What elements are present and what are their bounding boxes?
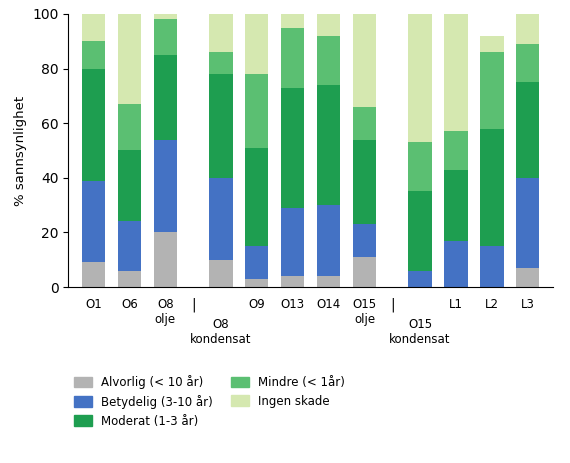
Y-axis label: % sannsynlighet: % sannsynlighet bbox=[14, 95, 27, 206]
Bar bbox=[154, 232, 177, 287]
Bar bbox=[445, 131, 467, 169]
Bar bbox=[353, 139, 376, 224]
Bar bbox=[154, 139, 177, 232]
Bar bbox=[209, 178, 233, 260]
Bar bbox=[154, 0, 177, 19]
Bar bbox=[445, 241, 467, 287]
Text: L1: L1 bbox=[449, 298, 463, 311]
Text: O15
olje: O15 olje bbox=[352, 298, 377, 326]
Text: O13: O13 bbox=[280, 298, 305, 311]
Bar bbox=[154, 55, 177, 139]
Bar bbox=[118, 221, 141, 271]
Text: O8
kondensat: O8 kondensat bbox=[190, 319, 252, 346]
Text: L3: L3 bbox=[521, 298, 535, 311]
Bar bbox=[317, 36, 340, 85]
Bar bbox=[409, 14, 432, 142]
Bar bbox=[516, 178, 539, 268]
Bar bbox=[445, 169, 467, 241]
Bar bbox=[317, 85, 340, 205]
Bar bbox=[409, 142, 432, 192]
Bar bbox=[480, 246, 503, 287]
Text: |: | bbox=[390, 298, 394, 313]
Bar bbox=[353, 14, 376, 107]
Bar bbox=[209, 74, 233, 178]
Bar bbox=[480, 52, 503, 129]
Text: O9: O9 bbox=[249, 298, 265, 311]
Bar bbox=[516, 268, 539, 287]
Bar bbox=[245, 279, 268, 287]
Bar bbox=[409, 271, 432, 287]
Bar bbox=[209, 52, 233, 74]
Bar bbox=[245, 246, 268, 279]
Bar bbox=[353, 107, 376, 139]
Bar bbox=[445, 14, 467, 131]
Text: |: | bbox=[191, 298, 196, 313]
Bar bbox=[317, 14, 340, 36]
Bar bbox=[281, 208, 304, 276]
Bar bbox=[516, 14, 539, 44]
Bar bbox=[480, 36, 503, 52]
Bar bbox=[118, 104, 141, 150]
Text: O14: O14 bbox=[316, 298, 341, 311]
Bar bbox=[209, 260, 233, 287]
Bar bbox=[118, 150, 141, 221]
Bar bbox=[516, 44, 539, 82]
Text: O8
olje: O8 olje bbox=[154, 298, 176, 326]
Bar bbox=[82, 41, 105, 69]
Bar bbox=[281, 276, 304, 287]
Bar bbox=[353, 224, 376, 257]
Bar bbox=[516, 82, 539, 178]
Bar bbox=[281, 27, 304, 88]
Bar bbox=[82, 263, 105, 287]
Bar bbox=[245, 148, 268, 246]
Bar bbox=[118, 14, 141, 104]
Text: O6: O6 bbox=[121, 298, 138, 311]
Text: O1: O1 bbox=[85, 298, 102, 311]
Bar bbox=[245, 14, 268, 74]
Bar bbox=[154, 19, 177, 55]
Legend: Alvorlig (< 10 år), Betydelig (3-10 år), Moderat (1-3 år), Mindre (< 1år), Ingen: Alvorlig (< 10 år), Betydelig (3-10 år),… bbox=[74, 375, 345, 428]
Bar bbox=[82, 69, 105, 181]
Text: O15
kondensat: O15 kondensat bbox=[389, 319, 451, 346]
Bar bbox=[281, 14, 304, 27]
Bar bbox=[317, 276, 340, 287]
Bar bbox=[353, 257, 376, 287]
Bar bbox=[480, 129, 503, 246]
Bar bbox=[82, 181, 105, 263]
Bar bbox=[409, 192, 432, 271]
Text: L2: L2 bbox=[485, 298, 499, 311]
Bar bbox=[245, 74, 268, 148]
Bar bbox=[281, 88, 304, 208]
Bar bbox=[209, 14, 233, 52]
Bar bbox=[317, 205, 340, 276]
Bar bbox=[118, 271, 141, 287]
Bar bbox=[82, 14, 105, 41]
